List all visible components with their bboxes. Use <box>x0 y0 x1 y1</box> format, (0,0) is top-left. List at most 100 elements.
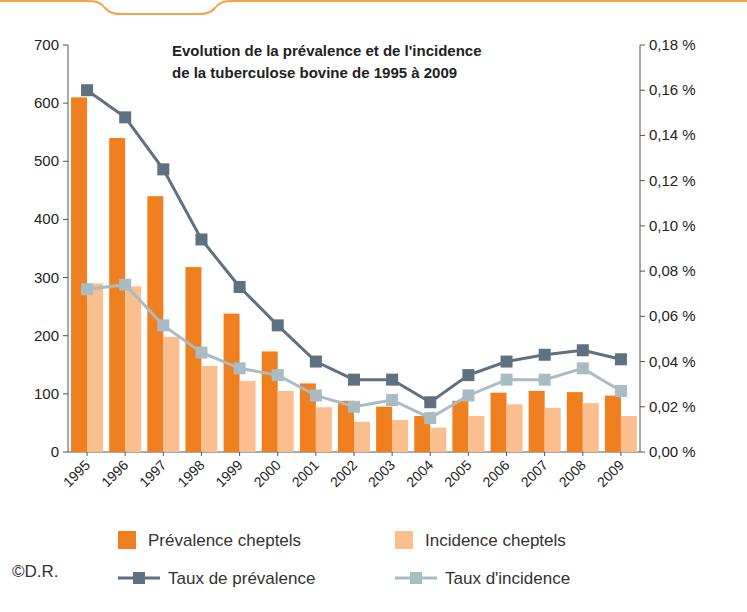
marker <box>234 362 246 374</box>
bar <box>71 97 87 452</box>
legend-label: Taux de prévalence <box>168 569 315 588</box>
x-tick-label: 2005 <box>441 457 474 490</box>
y2-tick <box>640 452 645 453</box>
bar <box>392 420 408 452</box>
marker <box>81 84 93 96</box>
legend-swatch <box>410 572 422 584</box>
marker <box>310 389 322 401</box>
y-tick-label: 400 <box>34 210 59 227</box>
bar <box>240 381 256 452</box>
bar <box>545 408 561 452</box>
top-border <box>0 1 747 14</box>
y2-tick <box>640 316 645 317</box>
y-tick <box>63 277 68 278</box>
bar <box>278 391 294 452</box>
y2-tick <box>640 406 645 407</box>
x-tick <box>163 452 164 456</box>
x-tick <box>468 452 469 456</box>
x-tick <box>315 452 316 456</box>
plot-area <box>71 84 637 452</box>
y2-tick-label: 0,08 % <box>649 262 696 279</box>
x-tick-label: 2003 <box>365 457 398 490</box>
bar <box>376 407 392 452</box>
line <box>87 285 621 418</box>
bar <box>125 286 141 452</box>
y2-tick <box>640 271 645 272</box>
x-tick-label: 1997 <box>136 457 169 490</box>
marker <box>424 412 436 424</box>
y-tick-label: 100 <box>34 385 59 402</box>
marker <box>386 374 398 386</box>
y2-tick <box>640 180 645 181</box>
y2-tick-label: 0,04 % <box>649 353 696 370</box>
y-tick <box>63 219 68 220</box>
marker <box>386 394 398 406</box>
marker <box>157 319 169 331</box>
title-line: de la tuberculose bovine de 1995 à 2009 <box>172 64 457 81</box>
x-tick-label: 1996 <box>98 457 131 490</box>
x-tick-label: 2002 <box>327 457 360 490</box>
y-tick <box>63 393 68 394</box>
bar <box>507 404 523 452</box>
y2-tick-label: 0,12 % <box>649 172 696 189</box>
marker <box>462 389 474 401</box>
legend-label: Prévalence cheptels <box>148 531 301 550</box>
x-tick <box>544 452 545 456</box>
marker <box>577 344 589 356</box>
y-tick-label: 300 <box>34 269 59 286</box>
y-tick <box>63 45 68 46</box>
y2-axis <box>640 45 641 452</box>
y2-tick-label: 0,16 % <box>649 81 696 98</box>
legend-swatch <box>133 572 145 584</box>
x-tick-label: 2007 <box>517 457 550 490</box>
y-tick-label: 700 <box>34 36 59 53</box>
x-tick <box>87 452 88 456</box>
bar <box>185 267 201 452</box>
marker <box>272 369 284 381</box>
line <box>87 90 621 402</box>
x-tick-label: 2006 <box>479 457 512 490</box>
marker <box>501 356 513 368</box>
y2-tick-label: 0,02 % <box>649 398 696 415</box>
y2-tick-label: 0,14 % <box>649 126 696 143</box>
marker <box>157 163 169 175</box>
y-tick-label: 200 <box>34 327 59 344</box>
bar <box>109 138 125 452</box>
marker <box>462 369 474 381</box>
legend-label: Taux d'incidence <box>445 569 570 588</box>
marker <box>348 401 360 413</box>
y2-tick-label: 0,00 % <box>649 443 696 460</box>
legend-label: Incidence cheptels <box>425 531 566 550</box>
marker <box>119 279 131 291</box>
bar <box>262 351 278 452</box>
marker <box>501 374 513 386</box>
marker <box>615 353 627 365</box>
x-tick-label: 2008 <box>556 457 589 490</box>
y2-tick <box>640 135 645 136</box>
title: Evolution de la prévalence et de l'incid… <box>172 42 482 81</box>
legend-item: Taux de prévalence <box>118 569 315 588</box>
x-tick <box>392 452 393 456</box>
marker <box>539 349 551 361</box>
marker <box>119 111 131 123</box>
x-tick <box>125 452 126 456</box>
bar <box>452 401 468 452</box>
y-tick <box>63 103 68 104</box>
x-tick-label: 1999 <box>212 457 245 490</box>
x-tick <box>277 452 278 456</box>
bar <box>529 391 545 452</box>
bar <box>430 428 446 452</box>
marker <box>577 362 589 374</box>
bar <box>605 396 621 452</box>
y2-tick <box>640 225 645 226</box>
y-tick-label: 0 <box>51 443 59 460</box>
marker <box>234 281 246 293</box>
annotation: ©D.R. <box>12 562 59 581</box>
legend-swatch <box>395 531 413 549</box>
y2-tick <box>640 45 645 46</box>
y2-tick <box>640 361 645 362</box>
x-tick <box>239 452 240 456</box>
marker <box>348 374 360 386</box>
legend-item: Taux d'incidence <box>395 569 570 588</box>
y-tick-label: 600 <box>34 94 59 111</box>
